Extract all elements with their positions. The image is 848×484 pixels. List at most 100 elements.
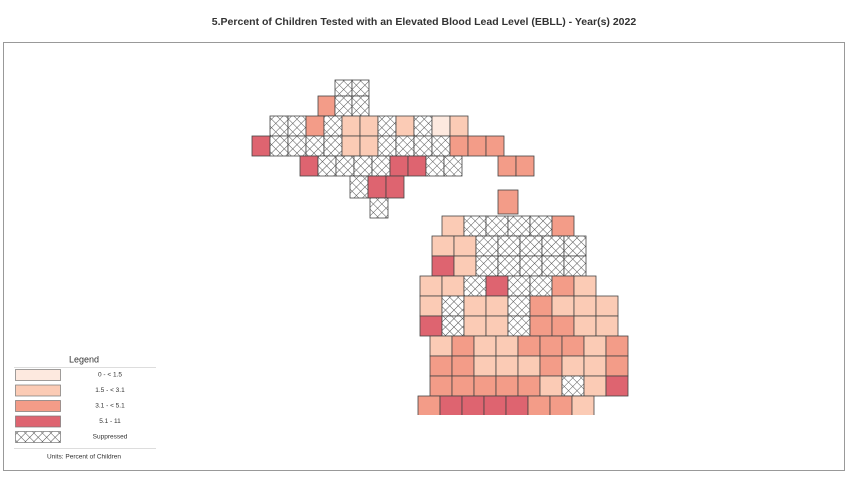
county bbox=[441, 215, 465, 237]
county bbox=[441, 275, 465, 297]
county bbox=[377, 135, 397, 157]
county bbox=[429, 355, 453, 377]
county bbox=[431, 135, 451, 157]
legend-swatch bbox=[15, 369, 61, 381]
county bbox=[413, 115, 433, 137]
county bbox=[507, 295, 531, 317]
county bbox=[517, 375, 541, 397]
county bbox=[549, 395, 573, 415]
county bbox=[529, 215, 553, 237]
county bbox=[529, 295, 553, 317]
county bbox=[507, 215, 531, 237]
county bbox=[495, 335, 519, 357]
county bbox=[417, 395, 441, 415]
county bbox=[529, 315, 553, 337]
county bbox=[389, 155, 409, 177]
county bbox=[299, 155, 319, 177]
county bbox=[367, 175, 387, 199]
county bbox=[495, 375, 519, 397]
county bbox=[429, 375, 453, 397]
county bbox=[497, 235, 521, 257]
county bbox=[413, 135, 433, 157]
county bbox=[551, 315, 575, 337]
legend-label: 1.5 - < 3.1 bbox=[95, 387, 125, 394]
units-label: Units: Percent of Children bbox=[47, 454, 121, 461]
county bbox=[369, 197, 389, 219]
county bbox=[349, 175, 369, 199]
county bbox=[467, 135, 487, 157]
county bbox=[519, 255, 543, 277]
county bbox=[305, 135, 325, 157]
county bbox=[353, 155, 373, 177]
county bbox=[495, 355, 519, 377]
county bbox=[461, 395, 485, 415]
county bbox=[583, 355, 607, 377]
legend: Legend Units: Percent of Children 0 - < … bbox=[10, 352, 159, 464]
county bbox=[485, 275, 509, 297]
county bbox=[419, 275, 443, 297]
county bbox=[385, 175, 405, 199]
county bbox=[573, 315, 597, 337]
county bbox=[571, 395, 595, 415]
county bbox=[541, 235, 565, 257]
county bbox=[473, 355, 497, 377]
county-layer bbox=[251, 79, 629, 415]
county bbox=[269, 135, 289, 157]
county bbox=[449, 115, 469, 137]
county bbox=[431, 255, 455, 277]
county bbox=[269, 115, 289, 137]
county bbox=[451, 355, 475, 377]
county bbox=[351, 79, 370, 97]
county bbox=[541, 255, 565, 277]
map-frame bbox=[3, 42, 845, 471]
county bbox=[507, 275, 531, 297]
county bbox=[335, 155, 355, 177]
county bbox=[529, 275, 553, 297]
county bbox=[527, 395, 551, 415]
county bbox=[317, 95, 336, 117]
county bbox=[595, 295, 619, 317]
legend-label: Suppressed bbox=[93, 434, 128, 441]
county bbox=[515, 155, 535, 177]
county bbox=[341, 135, 361, 157]
county bbox=[517, 335, 541, 357]
county bbox=[483, 395, 507, 415]
county bbox=[573, 275, 597, 297]
county bbox=[377, 115, 397, 137]
county bbox=[439, 395, 463, 415]
county bbox=[583, 335, 607, 357]
county bbox=[449, 135, 469, 157]
county bbox=[451, 335, 475, 357]
county bbox=[519, 235, 543, 257]
county bbox=[505, 395, 529, 415]
county bbox=[453, 255, 477, 277]
county bbox=[359, 115, 379, 137]
county bbox=[485, 315, 509, 337]
county bbox=[551, 295, 575, 317]
county bbox=[473, 375, 497, 397]
county bbox=[441, 295, 465, 317]
county bbox=[507, 315, 531, 337]
legend-swatch bbox=[15, 415, 61, 428]
county bbox=[497, 189, 519, 215]
county bbox=[323, 135, 343, 157]
county bbox=[573, 295, 597, 317]
county bbox=[463, 295, 487, 317]
legend-label: 0 - < 1.5 bbox=[98, 372, 122, 379]
county bbox=[539, 335, 563, 357]
county bbox=[419, 295, 443, 317]
county bbox=[539, 375, 563, 397]
county bbox=[441, 315, 465, 337]
county bbox=[485, 135, 505, 157]
county bbox=[323, 115, 343, 137]
county bbox=[251, 135, 271, 157]
county bbox=[431, 235, 455, 257]
county bbox=[443, 155, 463, 177]
legend-swatch bbox=[15, 400, 61, 412]
county bbox=[475, 235, 499, 257]
county bbox=[351, 95, 370, 117]
county bbox=[563, 255, 587, 277]
county bbox=[453, 235, 477, 257]
legend-label: 5.1 - 11 bbox=[99, 418, 121, 425]
